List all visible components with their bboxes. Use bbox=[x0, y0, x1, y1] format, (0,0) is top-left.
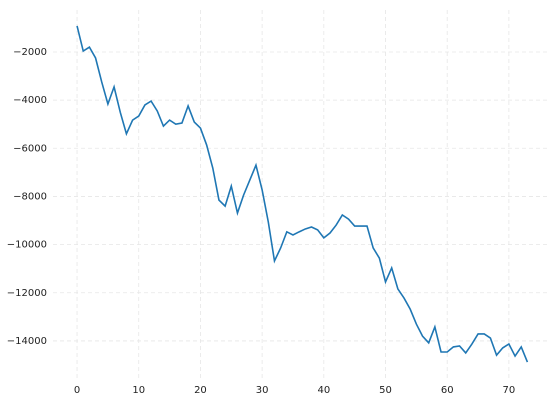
y-tick-label: −12000 bbox=[7, 288, 47, 299]
x-tick-label: 60 bbox=[441, 385, 454, 396]
y-tick-label: −8000 bbox=[13, 191, 47, 202]
x-tick-label: 70 bbox=[503, 385, 516, 396]
y-tick-label: −10000 bbox=[7, 240, 47, 251]
y-tick-label: −2000 bbox=[13, 47, 47, 58]
x-tick-label: 30 bbox=[256, 385, 269, 396]
x-tick-label: 10 bbox=[132, 385, 145, 396]
y-tick-label: −4000 bbox=[13, 95, 47, 106]
line-series bbox=[76, 25, 529, 363]
y-tick-label: −14000 bbox=[7, 336, 47, 347]
x-tick-label: 50 bbox=[379, 385, 392, 396]
x-tick-label: 0 bbox=[74, 385, 80, 396]
x-tick-label: 20 bbox=[194, 385, 207, 396]
x-tick-label: 40 bbox=[317, 385, 330, 396]
y-tick-label: −6000 bbox=[13, 143, 47, 154]
